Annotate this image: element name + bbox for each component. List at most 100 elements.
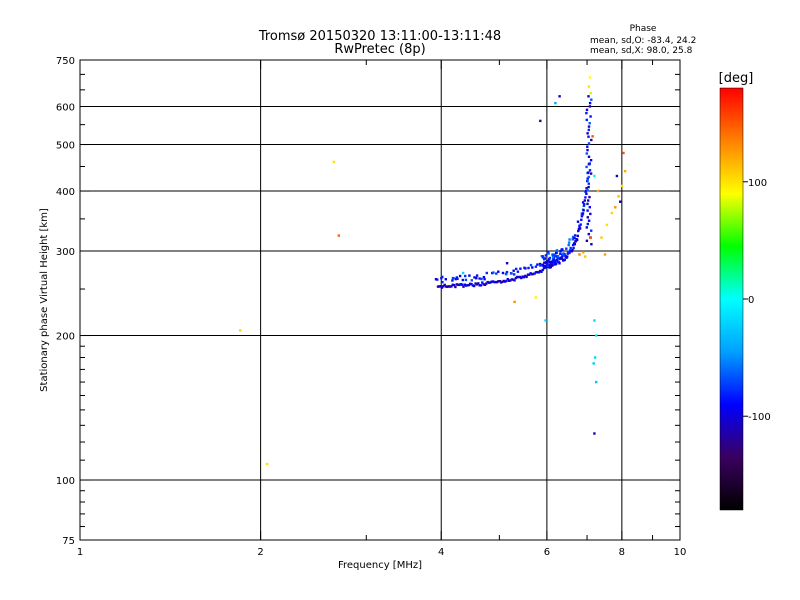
- plot-background: [80, 60, 680, 540]
- data-point: [622, 151, 625, 155]
- data-point: [534, 271, 538, 274]
- data-point: [459, 283, 462, 286]
- data-point: [563, 253, 567, 256]
- chart-title: Tromsø 20150320 13:11:00-13:11:48: [258, 29, 501, 44]
- data-point: [512, 278, 515, 281]
- data-point: [595, 334, 598, 337]
- data-point: [581, 212, 585, 215]
- colorbar-tick-label: 100: [748, 178, 767, 189]
- data-point: [549, 266, 552, 269]
- data-point: [544, 265, 547, 268]
- data-point: [536, 270, 539, 274]
- data-point: [573, 234, 577, 237]
- data-point: [567, 241, 571, 244]
- data-point: [448, 285, 452, 288]
- data-point: [585, 192, 588, 195]
- data-point: [586, 209, 589, 212]
- data-point: [475, 274, 479, 277]
- data-point: [436, 285, 440, 288]
- data-point: [572, 246, 575, 250]
- data-point: [517, 275, 520, 279]
- data-point: [493, 280, 496, 284]
- data-point: [443, 283, 446, 287]
- data-point: [590, 98, 593, 101]
- data-point: [603, 253, 607, 256]
- data-point: [571, 235, 575, 239]
- data-point: [444, 285, 448, 288]
- data-point: [505, 262, 509, 265]
- y-tick-labels: 75 100 200 300 400 500 600 750: [56, 56, 75, 547]
- y-tick-label: 500: [56, 141, 75, 152]
- data-point: [587, 185, 590, 189]
- data-point: [465, 284, 468, 287]
- data-point: [550, 263, 553, 266]
- data-point: [552, 254, 555, 258]
- data-point: [532, 272, 535, 276]
- data-point: [585, 165, 588, 169]
- data-point: [574, 239, 578, 243]
- data-point: [434, 278, 438, 281]
- data-point: [585, 226, 588, 229]
- colorbar: [deg] 100 0 -100: [719, 71, 771, 511]
- y-tick-label: 100: [56, 476, 75, 487]
- data-point: [546, 262, 549, 266]
- data-point: [455, 283, 458, 286]
- data-point: [585, 111, 588, 115]
- data-point: [588, 76, 592, 79]
- data-point: [586, 148, 589, 152]
- data-point: [492, 271, 495, 274]
- data-point: [483, 278, 486, 281]
- data-point: [576, 238, 579, 241]
- data-point: [557, 260, 561, 263]
- x-tick-label: 2: [257, 547, 263, 558]
- data-point: [501, 271, 505, 275]
- data-point: [544, 266, 547, 269]
- data-point: [490, 280, 493, 283]
- data-point: [543, 261, 546, 264]
- data-point: [587, 175, 590, 179]
- data-point: [548, 261, 552, 264]
- data-point: [586, 179, 589, 182]
- data-point: [590, 138, 593, 142]
- data-point: [590, 229, 593, 232]
- data-point: [615, 174, 619, 178]
- data-point: [458, 274, 462, 278]
- data-point: [502, 279, 505, 283]
- data-point: [469, 282, 472, 285]
- x-tick-label: 6: [544, 547, 550, 558]
- data-point: [539, 264, 542, 267]
- data-point: [444, 278, 447, 281]
- data-point: [593, 432, 596, 435]
- data-point: [561, 248, 564, 251]
- data-point: [548, 266, 551, 269]
- data-point: [555, 251, 558, 255]
- data-point: [554, 101, 557, 105]
- data-point: [524, 267, 527, 270]
- data-point: [479, 284, 483, 287]
- data-point: [447, 285, 450, 288]
- data-point: [506, 278, 509, 281]
- data-point: [587, 142, 591, 145]
- data-point: [577, 229, 580, 233]
- data-point: [573, 236, 576, 240]
- data-point: [586, 189, 589, 192]
- data-point: [454, 277, 458, 281]
- data-point: [543, 258, 546, 261]
- data-point: [538, 269, 542, 273]
- data-point: [513, 273, 516, 276]
- x-tick-label: 10: [674, 547, 687, 558]
- data-point: [583, 203, 586, 206]
- data-point: [578, 253, 581, 256]
- data-point: [589, 236, 592, 239]
- data-point: [592, 362, 595, 365]
- data-point: [587, 219, 591, 222]
- data-point: [596, 189, 600, 193]
- data-point: [436, 278, 439, 281]
- data-point: [541, 268, 544, 272]
- data-point: [337, 234, 340, 237]
- data-point: [547, 259, 550, 262]
- phase-stats-x: mean, sd,X: 98.0, 25.8: [590, 46, 693, 56]
- data-point: [569, 246, 572, 250]
- data-point: [580, 218, 583, 221]
- data-point: [475, 283, 479, 286]
